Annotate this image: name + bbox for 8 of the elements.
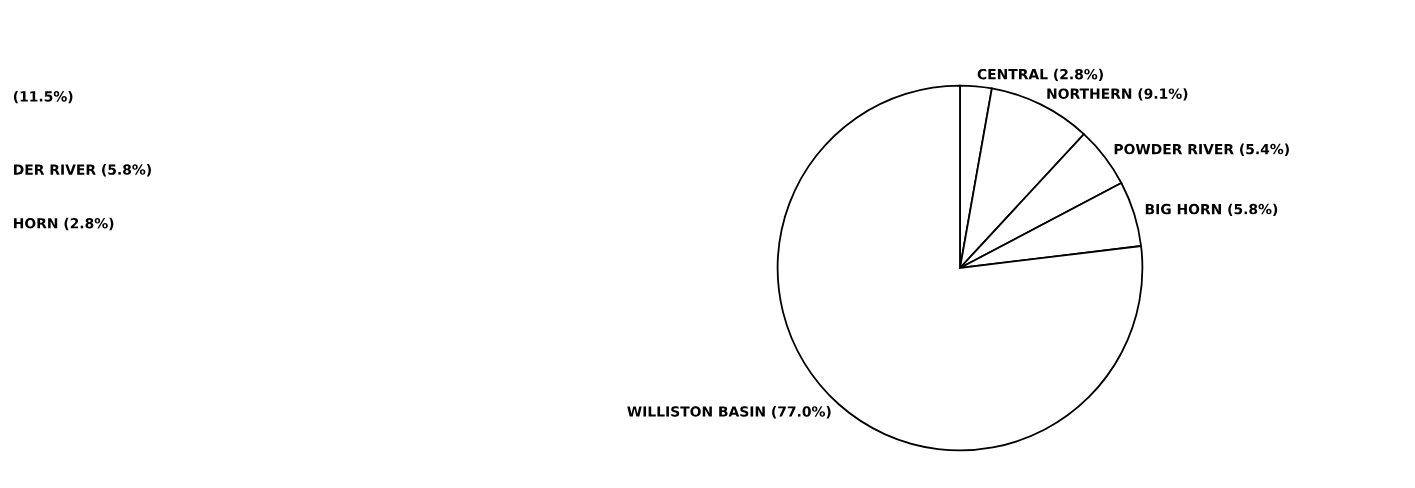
slice-label: WILLISTON BASIN (77.0%): [627, 406, 831, 419]
slice-label: CENTRAL (2.8%): [977, 68, 1103, 82]
text: (11.5%): [13, 90, 73, 104]
slice-label: POWDER RIVER (5.4%): [1114, 143, 1289, 156]
slice-label: NORTHERN (9.1%): [1047, 88, 1188, 101]
text: HORN (2.8%): [14, 217, 114, 231]
text: DER RIVER (5.8%): [14, 164, 151, 177]
slice-label: BIG HORN (5.8%): [1145, 203, 1278, 216]
